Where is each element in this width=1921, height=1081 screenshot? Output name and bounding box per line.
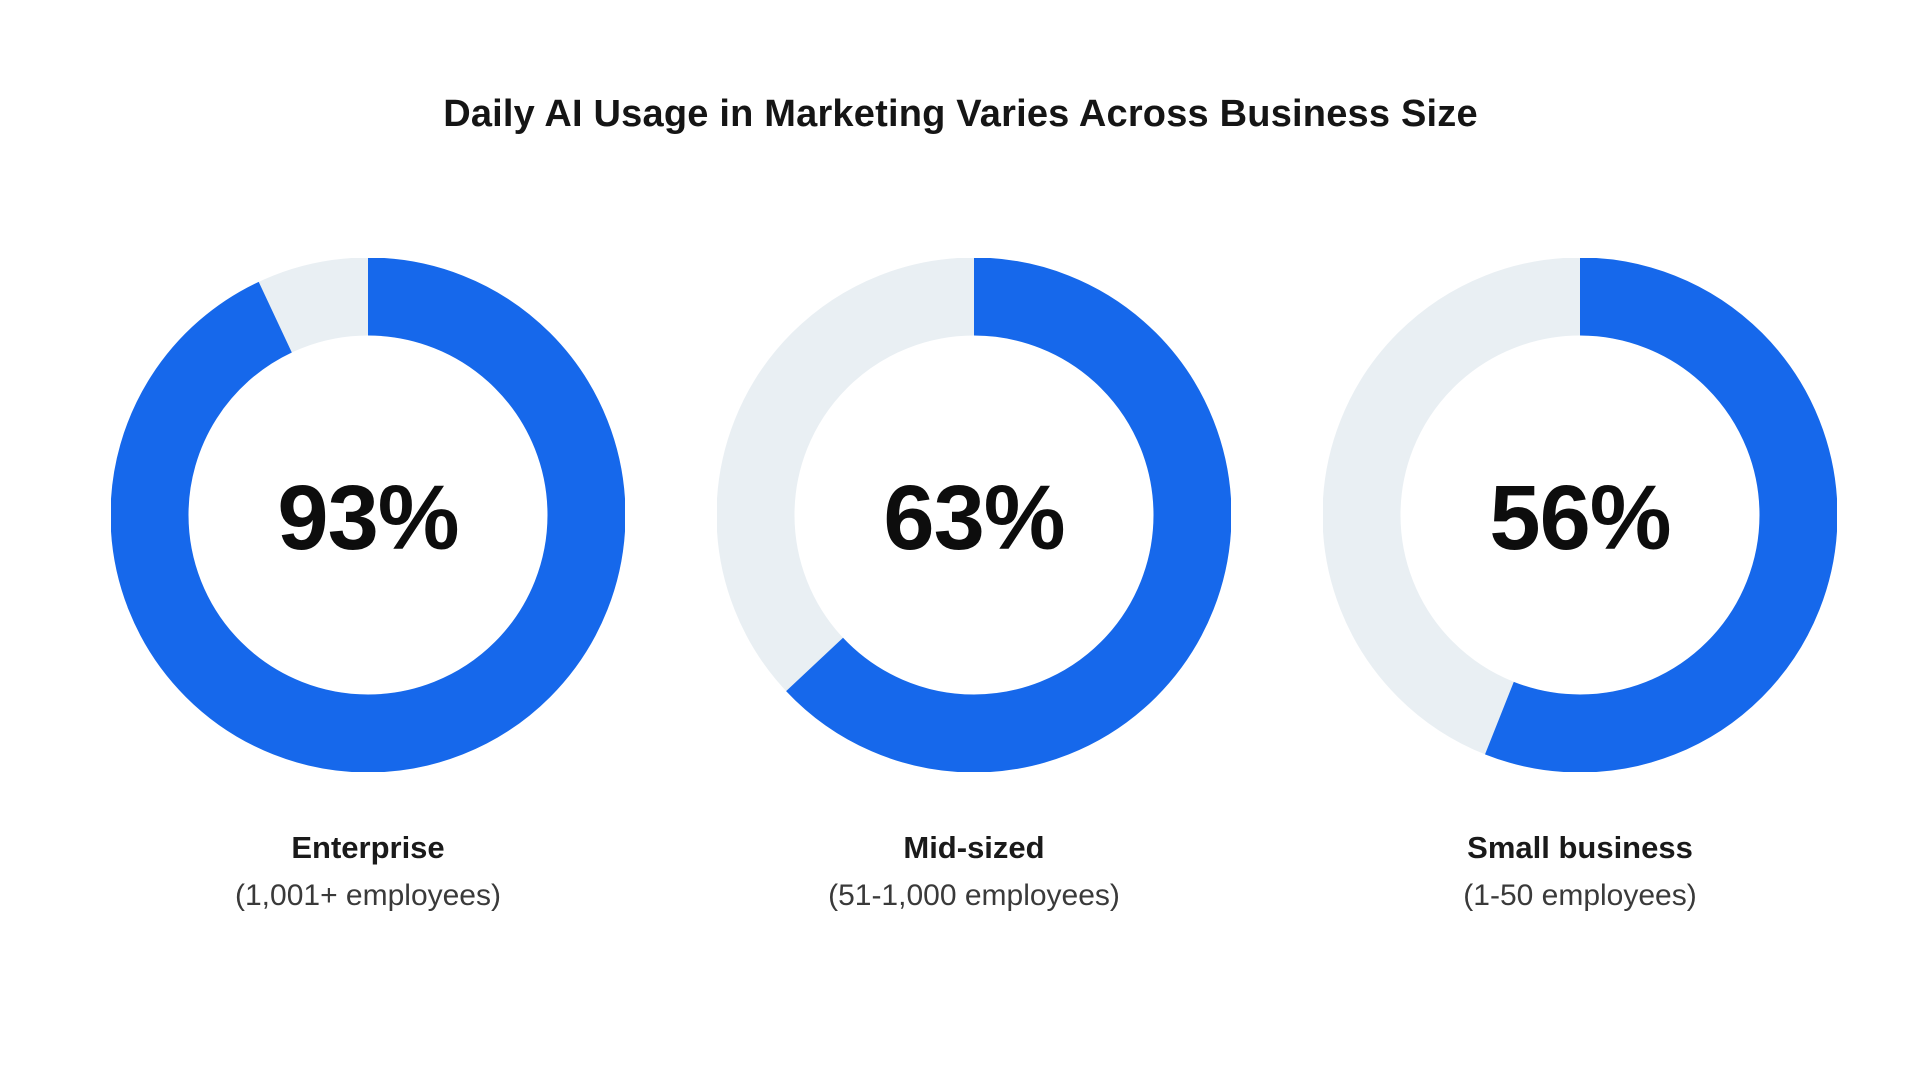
donut-value-arc: [111, 257, 625, 772]
donut-svg: [111, 257, 625, 772]
donut-category-label: Small business: [1467, 829, 1693, 865]
donut-category-detail: (1,001+ employees): [235, 878, 501, 912]
donut-chart: 56%: [1323, 257, 1837, 772]
donut-chart: 63%: [717, 257, 1231, 772]
donut-category-detail: (1-50 employees): [1463, 878, 1697, 912]
donut-category-detail: (51-1,000 employees): [828, 878, 1120, 912]
donut-figure: 63% Mid-sized (51-1,000 employees): [717, 257, 1231, 915]
donut-figure: 93% Enterprise (1,001+ employees): [111, 257, 625, 915]
donut-value-arc: [717, 257, 1231, 772]
donut-percent-value: 63%: [883, 467, 1065, 570]
donut-percent-value: 93%: [277, 467, 459, 570]
donut-row: 93% Enterprise (1,001+ employees) 63% Mi…: [111, 257, 1837, 915]
donut-svg: [717, 257, 1231, 772]
chart-title: Daily AI Usage in Marketing Varies Acros…: [443, 93, 1478, 135]
donut-percent-value: 56%: [1489, 467, 1671, 570]
donut-value-arc: [1323, 257, 1837, 772]
donut-figure: 56% Small business (1-50 employees): [1323, 257, 1837, 915]
donut-svg: [1323, 257, 1837, 772]
donut-chart: 93%: [111, 257, 625, 772]
donut-category-label: Enterprise: [291, 829, 445, 865]
donut-category-label: Mid-sized: [903, 829, 1045, 865]
